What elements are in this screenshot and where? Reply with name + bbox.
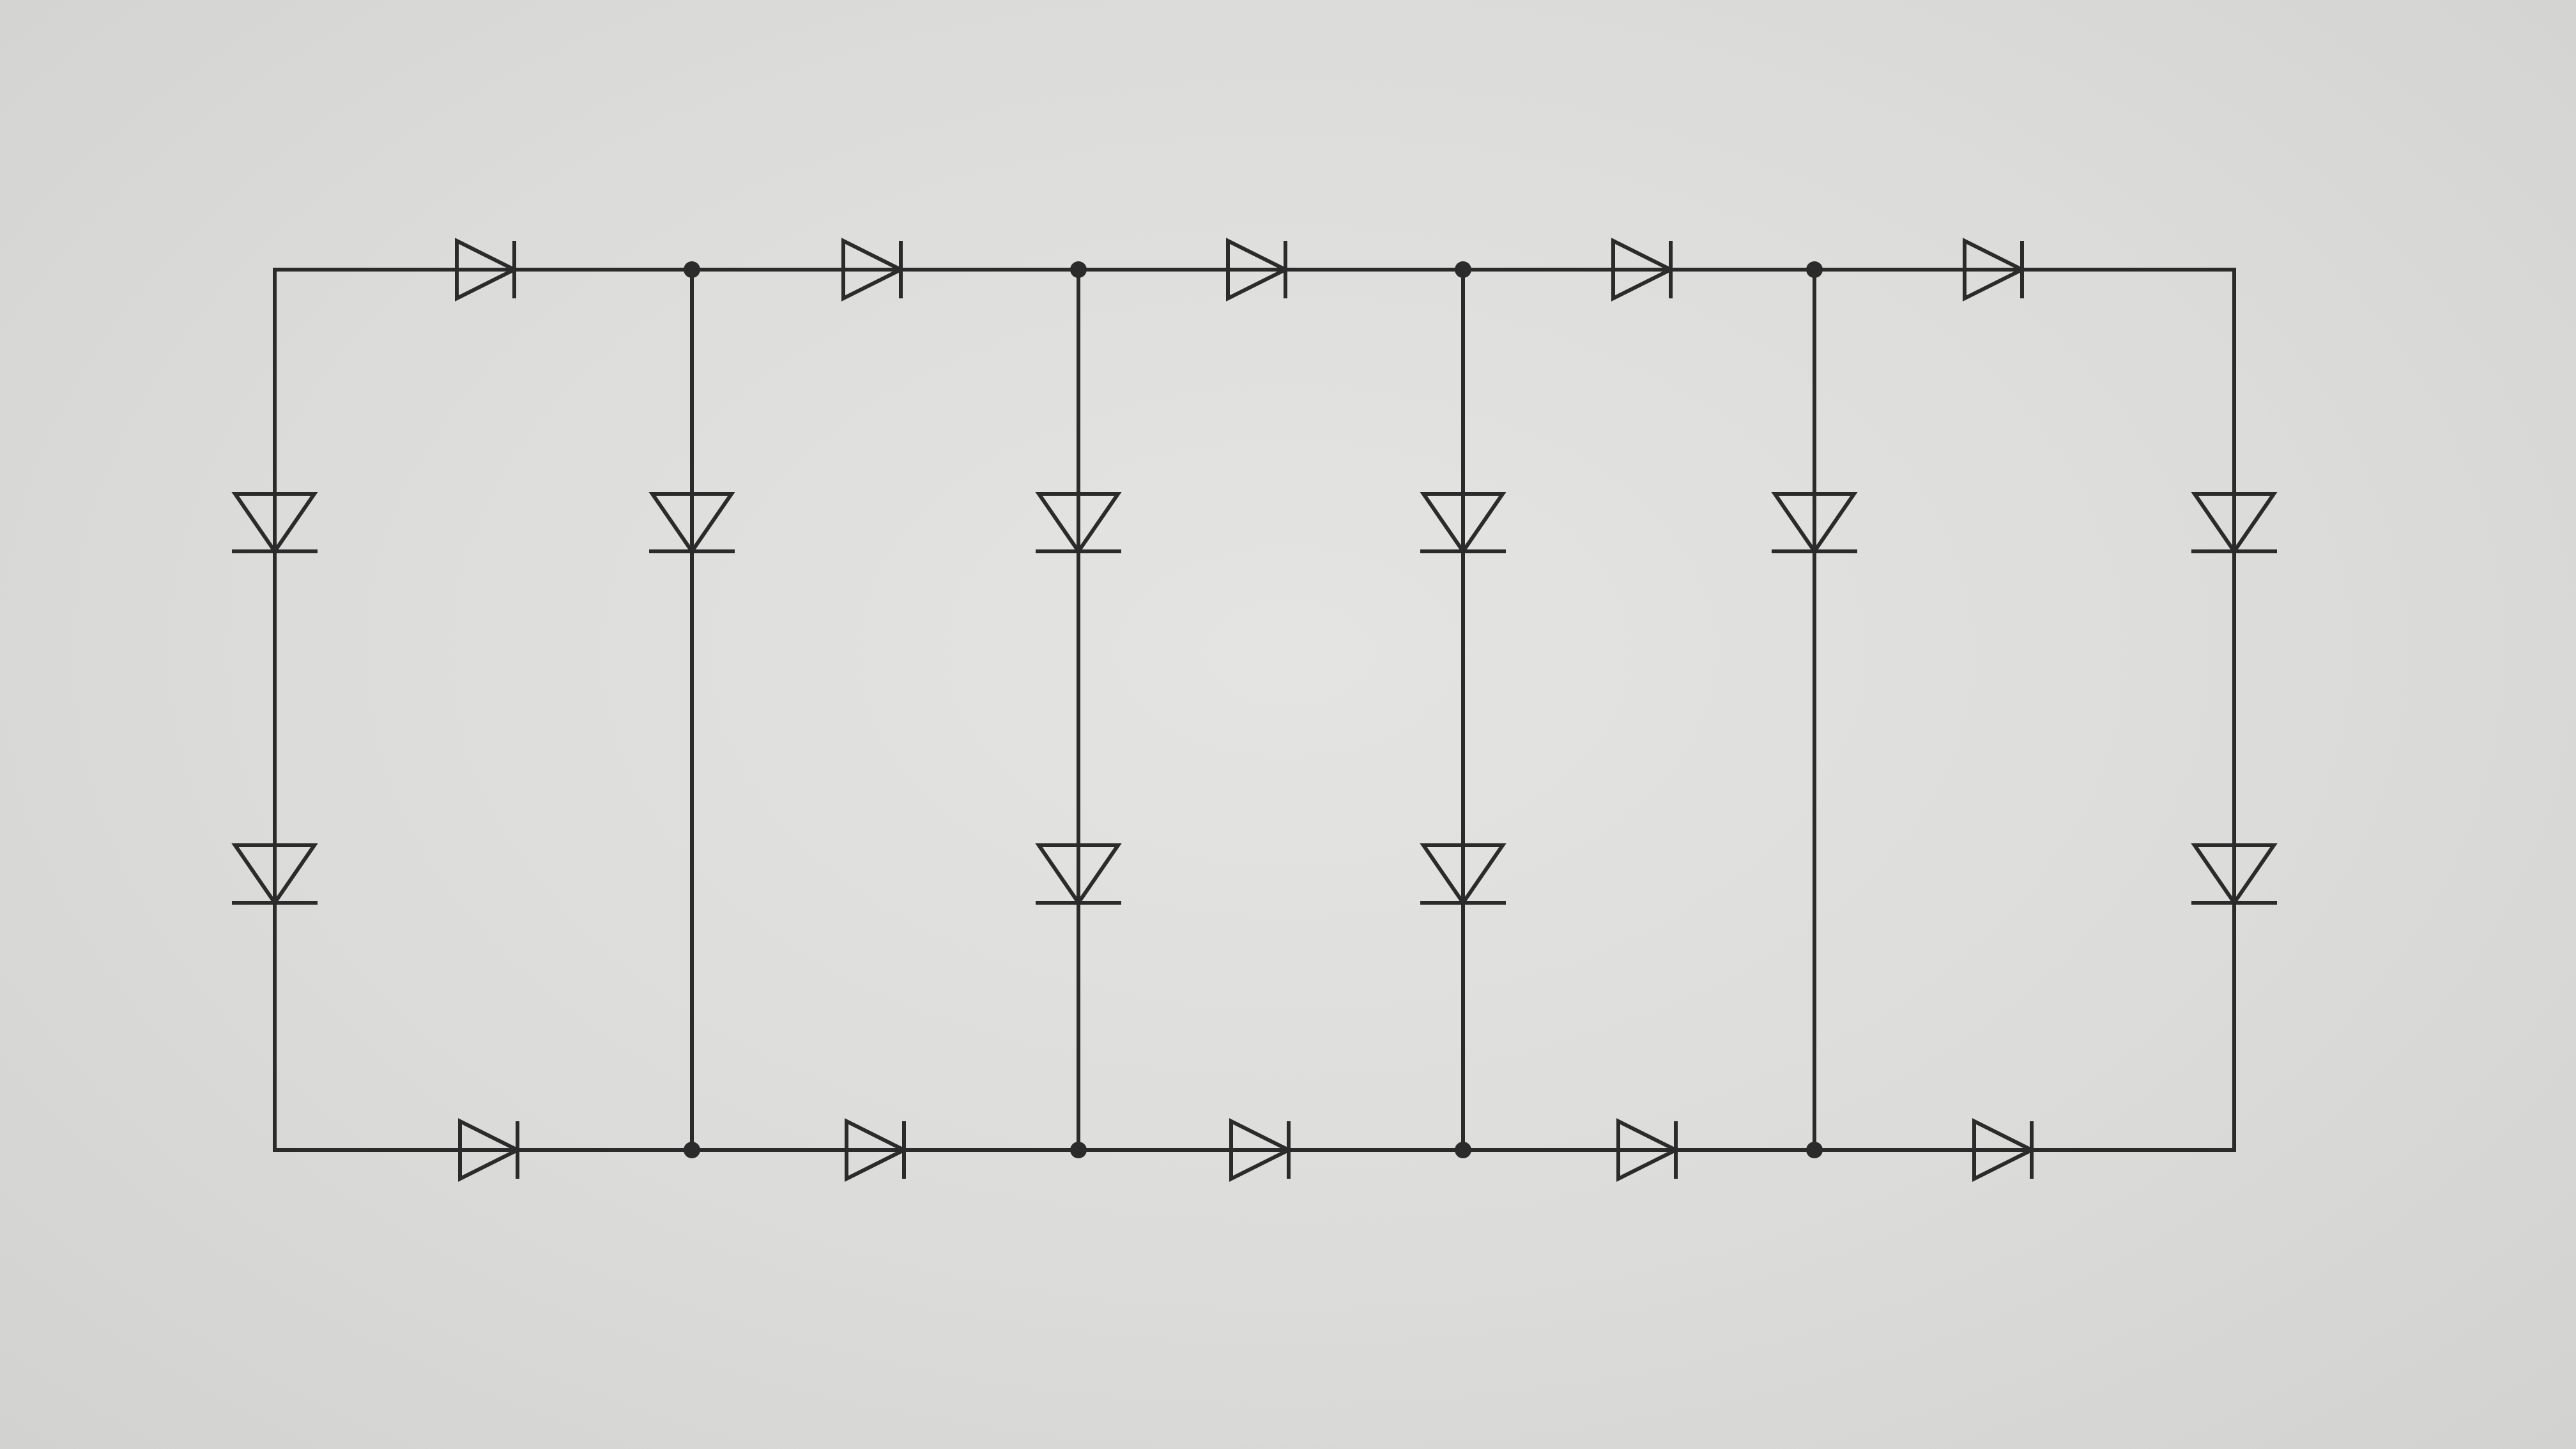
diode-symbol [2191, 492, 2278, 555]
diode-symbol [455, 238, 519, 302]
diode-symbol [1226, 238, 1290, 302]
junction-dot [1455, 261, 1471, 278]
diode-symbol [1616, 1118, 1680, 1182]
diode-symbol [1972, 1118, 2036, 1182]
diode-symbol [1611, 238, 1675, 302]
diode-symbol [845, 1118, 908, 1182]
diode-symbol [1771, 492, 1858, 555]
diode-symbol [1963, 238, 2027, 302]
junction-dot [684, 1142, 700, 1158]
diode-symbol [458, 1118, 522, 1182]
junction-dot [1070, 261, 1087, 278]
junction-dot [1806, 1142, 1823, 1158]
junction-dot [684, 261, 700, 278]
diode-symbol [231, 843, 318, 907]
diode-symbol [1420, 492, 1506, 555]
diode-symbol [1229, 1118, 1293, 1182]
junction-dot [1806, 261, 1823, 278]
diode-symbol [2191, 843, 2278, 907]
junction-dot [1455, 1142, 1471, 1158]
diode-symbol [231, 492, 318, 555]
junction-dot [1070, 1142, 1087, 1158]
diode-symbol [841, 238, 905, 302]
diode-symbol [1035, 843, 1122, 907]
diode-symbol [648, 492, 735, 555]
diode-symbol [1420, 843, 1506, 907]
diode-symbol [1035, 492, 1122, 555]
